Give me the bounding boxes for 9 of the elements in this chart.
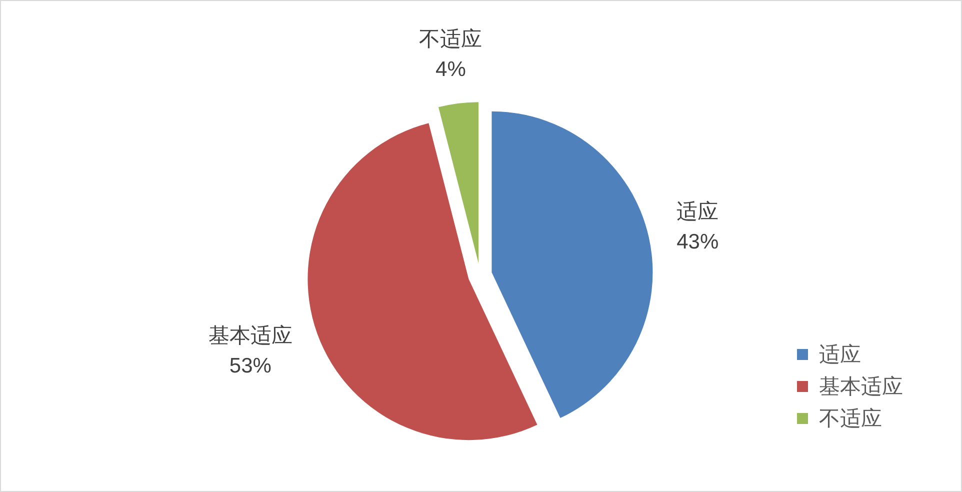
data-label: 43% xyxy=(676,230,719,253)
legend-label: 适应 xyxy=(819,344,861,366)
data-label: 53% xyxy=(229,354,272,378)
slice-label: 不适应 xyxy=(419,27,482,50)
slice-label: 适应 xyxy=(676,200,719,223)
data-label: 4% xyxy=(436,57,466,80)
slice-label: 基本适应 xyxy=(208,324,292,348)
legend-label: 不适应 xyxy=(819,408,882,430)
legend-label: 基本适应 xyxy=(819,376,903,398)
